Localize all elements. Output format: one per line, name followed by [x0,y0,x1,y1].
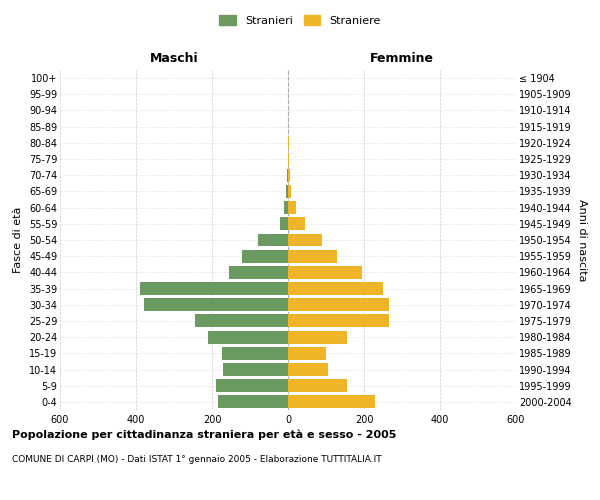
Bar [288,136,289,149]
Bar [288,218,305,230]
Y-axis label: Fasce di età: Fasce di età [13,207,23,273]
Bar [280,218,288,230]
Bar [221,347,288,360]
Bar [288,201,296,214]
Bar [288,396,376,408]
Bar [286,185,288,198]
Bar [288,314,389,328]
Bar [288,152,289,166]
Bar [195,314,288,328]
Bar [288,330,347,344]
Bar [288,379,347,392]
Bar [288,266,362,279]
Bar [288,363,328,376]
Y-axis label: Anni di nascita: Anni di nascita [577,198,587,281]
Bar [284,201,288,214]
Text: Femmine: Femmine [370,52,434,65]
Bar [218,396,288,408]
Bar [288,298,389,311]
Bar [208,330,288,344]
Bar [288,169,290,181]
Text: COMUNE DI CARPI (MO) - Dati ISTAT 1° gennaio 2005 - Elaborazione TUTTITALIA.IT: COMUNE DI CARPI (MO) - Dati ISTAT 1° gen… [12,455,382,464]
Text: Popolazione per cittadinanza straniera per età e sesso - 2005: Popolazione per cittadinanza straniera p… [12,430,397,440]
Bar [288,282,383,295]
Bar [288,234,322,246]
Bar [288,185,290,198]
Bar [143,298,288,311]
Bar [229,266,288,279]
Bar [257,234,288,246]
Bar [288,347,326,360]
Bar [216,379,288,392]
Bar [242,250,288,262]
Bar [287,169,288,181]
Legend: Stranieri, Straniere: Stranieri, Straniere [215,10,385,30]
Bar [288,250,337,262]
Bar [140,282,288,295]
Text: Maschi: Maschi [149,52,199,65]
Bar [223,363,288,376]
